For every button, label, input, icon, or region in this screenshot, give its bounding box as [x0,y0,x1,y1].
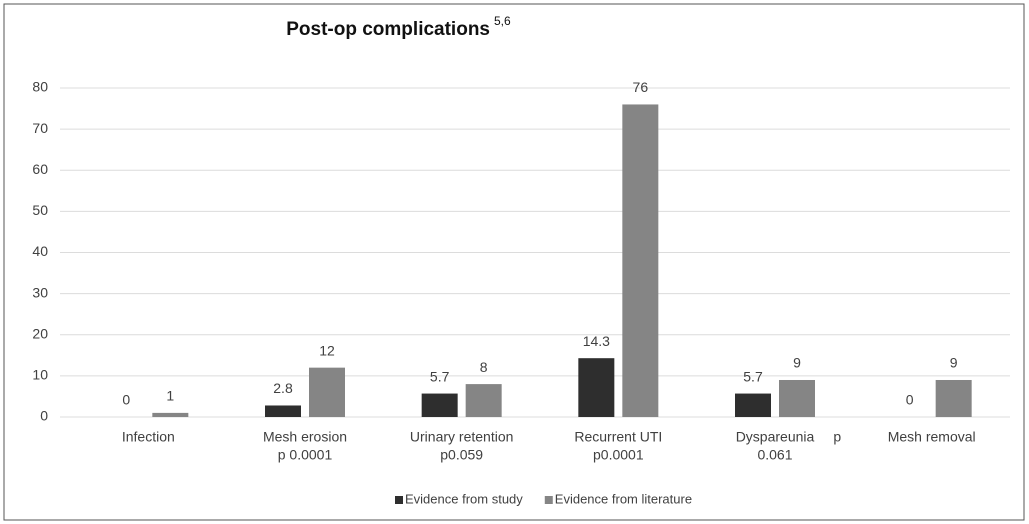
chart-title: Post-op complications [286,19,490,40]
bar [779,379,815,417]
y-tick-label: 80 [32,79,48,95]
bar [935,379,972,417]
bar [578,358,615,417]
chart-border [3,3,1025,521]
y-tick-label: 10 [32,367,48,383]
value-label: 76 [633,79,649,95]
x-tick-label: Infection [122,429,175,445]
value-label: 1 [166,388,174,404]
value-label: 2.8 [273,380,293,396]
value-label: 0 [122,392,130,408]
y-tick-label: 50 [32,202,48,218]
value-label: 5.7 [743,368,763,384]
bar [421,393,458,417]
value-label: 9 [793,355,801,371]
value-label: 12 [319,342,335,358]
x-tick-label: Dyspareunia [736,429,815,445]
x-tick-label: p0.059 [440,447,483,463]
y-tick-label: 70 [32,120,48,136]
y-tick-label: 0 [40,408,48,424]
bar [735,393,771,417]
y-tick-label: 40 [32,243,48,259]
legend-label: Evidence from study [405,491,523,506]
legend-swatch [544,496,553,504]
value-label: 14.3 [583,333,610,349]
x-tick-label: p 0.0001 [278,447,333,463]
x-tick-label: Mesh removal [888,429,976,445]
bar [265,405,301,417]
value-label: 9 [950,355,958,371]
x-tick-label: Mesh erosion [263,429,347,445]
value-label: 0 [906,392,914,408]
bar [309,367,345,417]
bar [622,104,659,417]
x-tick-label: p0.0001 [593,447,644,463]
title-superscript: 5,6 [494,14,511,28]
legend-label: Evidence from literature [555,491,692,506]
x-tick-label: 0.061 [757,447,792,463]
value-label: 8 [480,359,488,375]
value-label: 5.7 [430,368,450,384]
legend-swatch [395,496,403,504]
x-tick-label: Recurrent UTI [574,429,662,445]
y-tick-label: 30 [32,284,48,300]
y-tick-label: 20 [32,325,48,341]
bar [152,412,189,417]
x-tick-label: Urinary retention [410,429,514,445]
y-tick-label: 60 [32,161,48,177]
annotation: p [833,429,841,445]
bar [465,384,502,417]
